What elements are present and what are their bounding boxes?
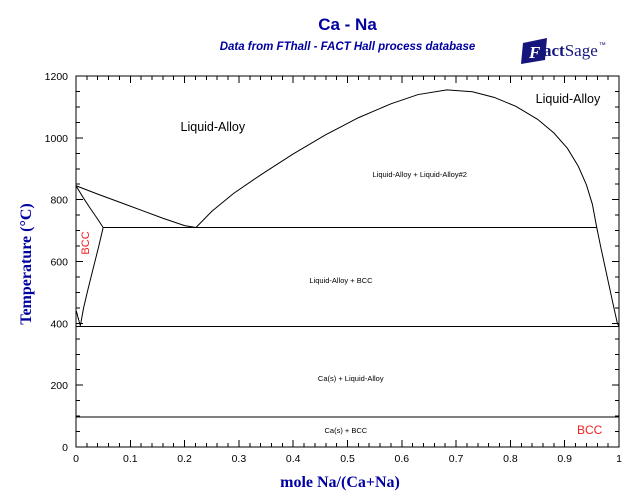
factsage-act-text: act: [543, 41, 565, 60]
plot-frame: [75, 75, 620, 448]
factsage-sage-text: Sage: [564, 41, 598, 60]
factsage-trademark: ™: [598, 41, 606, 49]
y-tick-label: 800: [50, 195, 68, 207]
y-axis-label: Temperature (°C): [18, 203, 35, 325]
region-label-liquid-bcc-region: Liquid-Alloy + BCC: [309, 276, 373, 285]
y-tick-label: 1000: [45, 133, 69, 145]
region-label-bcc-ca-phase: BCC: [80, 231, 92, 254]
region-label-ca-bcc-region: Ca(s) + BCC: [325, 426, 368, 435]
region-label-two-liquid-region: Liquid-Alloy + Liquid-Alloy#2: [373, 170, 467, 179]
x-tick-label: 0.9: [557, 453, 572, 465]
y-tick-label: 1200: [45, 71, 69, 83]
curve-na-liquidus: [596, 227, 620, 327]
y-tick-label: 400: [50, 318, 68, 330]
x-tick-label: 0.1: [123, 453, 138, 465]
chart-subtitle: Data from FThall - FACT Hall process dat…: [219, 41, 476, 53]
curve-bcc-liquid-boundary: [75, 185, 104, 228]
y-tick-label: 600: [50, 257, 68, 269]
curve-ca-liquidus: [75, 185, 197, 228]
x-tick-label: 0.6: [394, 453, 409, 465]
curve-bcc-solvus: [79, 227, 104, 326]
chart-title: Ca - Na: [318, 15, 377, 34]
region-label-liquid-alloy-left: Liquid-Alloy: [181, 120, 246, 134]
region-label-ca-liquid-region: Ca(s) + Liquid-Alloy: [318, 374, 384, 383]
y-tick-label: 0: [62, 442, 68, 454]
x-tick-label: 0.7: [449, 453, 464, 465]
factsage-flag-icon: F: [521, 38, 547, 64]
x-axis-label: mole Na/(Ca+Na): [280, 474, 400, 491]
curve-liquid-miscibility-gap-binodal: [195, 89, 598, 228]
x-tick-label: 0.2: [177, 453, 192, 465]
x-tick-label: 0.4: [286, 453, 301, 465]
region-label-liquid-alloy-right: Liquid-Alloy: [536, 92, 601, 106]
y-tick-label: 200: [50, 380, 68, 392]
region-label-bcc-na-phase: BCC: [577, 423, 603, 437]
x-tick-label: 1: [616, 453, 622, 465]
x-tick-label: 0.8: [503, 453, 518, 465]
x-tick-label: 0.5: [340, 453, 355, 465]
x-tick-label: 0: [73, 453, 79, 465]
curve-fcc-bcc-boundary: [75, 309, 81, 326]
factsage-logo: F act Sage ™: [521, 37, 606, 65]
x-tick-label: 0.3: [232, 453, 247, 465]
factsage-f-letter: F: [528, 43, 541, 62]
